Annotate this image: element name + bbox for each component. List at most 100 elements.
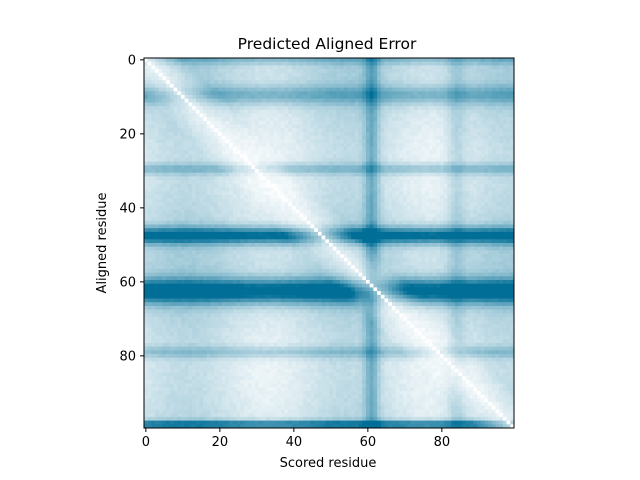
heatmap-cell: [295, 176, 300, 181]
heatmap-cell: [273, 146, 278, 151]
heatmap-cell: [158, 98, 163, 103]
heatmap-cell: [329, 91, 334, 96]
heatmap-cell: [329, 132, 334, 137]
heatmap-cell: [421, 80, 426, 85]
heatmap-cell: [451, 135, 456, 140]
heatmap-cell: [214, 95, 219, 100]
heatmap-cell: [499, 139, 504, 144]
heatmap-cell: [414, 209, 419, 214]
heatmap-cell: [491, 91, 496, 96]
heatmap-cell: [280, 213, 285, 218]
heatmap-cell: [225, 202, 230, 207]
heatmap-cell: [414, 161, 419, 166]
heatmap-cell: [351, 228, 356, 233]
heatmap-cell: [417, 202, 422, 207]
heatmap-cell: [506, 172, 511, 177]
heatmap-cell: [447, 161, 452, 166]
heatmap-cell: [236, 128, 241, 133]
heatmap-cell: [443, 187, 448, 192]
heatmap-cell: [195, 109, 200, 114]
heatmap-cell: [366, 102, 371, 107]
heatmap-cell: [214, 187, 219, 192]
heatmap-cell: [177, 176, 182, 181]
heatmap-cell: [266, 102, 271, 107]
heatmap-cell: [432, 58, 437, 63]
heatmap-cell: [255, 183, 260, 188]
heatmap-cell: [181, 143, 186, 148]
heatmap-cell: [399, 128, 404, 133]
heatmap-cell: [195, 146, 200, 151]
heatmap-cell: [499, 198, 504, 203]
heatmap-cell: [332, 117, 337, 122]
heatmap-cell: [151, 58, 156, 63]
heatmap-cell: [447, 213, 452, 218]
heatmap-cell: [380, 113, 385, 118]
heatmap-cell: [502, 165, 507, 170]
heatmap-cell: [454, 220, 459, 225]
heatmap-cell: [473, 117, 478, 122]
heatmap-cell: [462, 117, 467, 122]
heatmap-cell: [292, 102, 297, 107]
heatmap-cell: [458, 194, 463, 199]
heatmap-cell: [425, 102, 430, 107]
heatmap-cell: [491, 139, 496, 144]
heatmap-cell: [428, 161, 433, 166]
heatmap-cell: [173, 135, 178, 140]
heatmap-cell: [506, 231, 511, 236]
heatmap-cell: [325, 213, 330, 218]
heatmap-cell: [280, 91, 285, 96]
heatmap-cell: [502, 76, 507, 81]
heatmap-cell: [358, 194, 363, 199]
heatmap-cell: [425, 220, 430, 225]
heatmap-cell: [395, 161, 400, 166]
heatmap-cell: [451, 69, 456, 74]
heatmap-cell: [173, 183, 178, 188]
heatmap-cell: [269, 194, 274, 199]
heatmap-cell: [399, 239, 404, 244]
heatmap-cell: [488, 109, 493, 114]
heatmap-cell: [443, 132, 448, 137]
heatmap-cell: [273, 187, 278, 192]
heatmap-cell: [169, 235, 174, 240]
heatmap-cell: [155, 91, 160, 96]
heatmap-cell: [317, 220, 322, 225]
heatmap-cell: [377, 61, 382, 66]
heatmap-cell: [195, 157, 200, 162]
heatmap-cell: [332, 198, 337, 203]
heatmap-cell: [510, 72, 515, 77]
heatmap-cell: [488, 124, 493, 129]
heatmap-cell: [221, 172, 226, 177]
heatmap-cell: [406, 146, 411, 151]
heatmap-cell: [317, 58, 322, 63]
heatmap-cell: [351, 98, 356, 103]
heatmap-cell: [195, 209, 200, 214]
heatmap-cell: [199, 194, 204, 199]
heatmap-cell: [369, 58, 374, 63]
heatmap-cells: [144, 58, 515, 429]
heatmap-cell: [384, 69, 389, 74]
heatmap-cell: [443, 109, 448, 114]
heatmap-cell: [218, 128, 223, 133]
heatmap-cell: [258, 135, 263, 140]
heatmap-cell: [369, 128, 374, 133]
heatmap-cell: [340, 161, 345, 166]
heatmap-cell: [414, 128, 419, 133]
heatmap-cell: [454, 231, 459, 236]
heatmap-cell: [347, 80, 352, 85]
heatmap-cell: [462, 58, 467, 63]
heatmap-cell: [303, 165, 308, 170]
heatmap-cell: [280, 187, 285, 192]
heatmap-cell: [251, 69, 256, 74]
heatmap-cell: [440, 106, 445, 111]
heatmap-cell: [225, 98, 230, 103]
heatmap-cell: [206, 206, 211, 211]
heatmap-cell: [329, 65, 334, 70]
heatmap-cell: [199, 209, 204, 214]
heatmap-cell: [188, 91, 193, 96]
heatmap-cell: [403, 146, 408, 151]
heatmap-cell: [243, 206, 248, 211]
heatmap-cell: [436, 102, 441, 107]
heatmap-cell: [255, 76, 260, 81]
heatmap-cell: [451, 83, 456, 88]
heatmap-cell: [484, 191, 489, 196]
